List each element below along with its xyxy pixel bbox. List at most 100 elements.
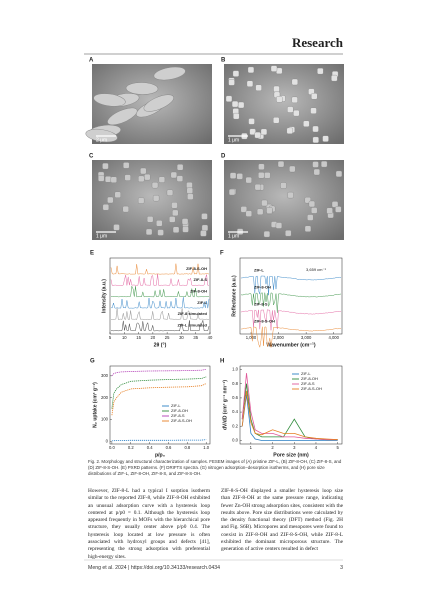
x-tick-label: 0.0 bbox=[109, 445, 115, 450]
y-tick-label: 100 bbox=[101, 417, 109, 422]
particle bbox=[246, 80, 254, 87]
sem-image bbox=[224, 160, 344, 240]
x-tick-label: 25 bbox=[165, 335, 170, 340]
particle bbox=[186, 182, 193, 189]
trace bbox=[110, 320, 210, 332]
particle bbox=[147, 216, 154, 223]
particle bbox=[311, 93, 318, 100]
x-tick-label: 0.4 bbox=[147, 445, 153, 450]
x-tick-label: 0.6 bbox=[166, 445, 172, 450]
trace-label: ZIF-8 simulated bbox=[178, 311, 208, 316]
plot-frame bbox=[109, 365, 211, 445]
particle bbox=[248, 118, 255, 125]
trace bbox=[240, 275, 342, 296]
scale-bar-label: 1 μm bbox=[228, 233, 239, 239]
particle bbox=[331, 74, 338, 82]
x-tick-label: 10 bbox=[122, 335, 127, 340]
x-tick-label: 4 bbox=[315, 445, 318, 450]
particle bbox=[277, 161, 285, 168]
particle bbox=[236, 173, 243, 180]
particle bbox=[125, 82, 159, 95]
panel-letter: D bbox=[221, 154, 226, 160]
x-tick-label: 3,000 bbox=[301, 335, 312, 340]
y-tick-label: 0.6 bbox=[232, 395, 238, 400]
particle bbox=[308, 200, 316, 208]
y-tick-label: 0.8 bbox=[232, 381, 238, 386]
particle bbox=[247, 66, 255, 74]
particle bbox=[266, 207, 273, 214]
particle bbox=[181, 218, 189, 225]
particle bbox=[171, 202, 178, 209]
trace bbox=[241, 326, 342, 349]
particle bbox=[293, 109, 300, 117]
particle bbox=[170, 171, 177, 179]
scale-bar-label: 1 μm bbox=[96, 233, 107, 239]
particle bbox=[232, 70, 240, 77]
x-tick-label: 40 bbox=[208, 335, 213, 340]
particle bbox=[102, 204, 109, 211]
series-line bbox=[111, 368, 207, 377]
particle bbox=[285, 230, 292, 237]
x-tick-label: 35 bbox=[193, 335, 198, 340]
particle bbox=[312, 125, 319, 133]
trace bbox=[240, 292, 342, 313]
particle bbox=[231, 100, 239, 108]
x-axis-label: Wavenumber (cm⁻¹) bbox=[266, 342, 316, 348]
particle bbox=[310, 107, 317, 114]
particle bbox=[280, 182, 287, 189]
trace bbox=[110, 273, 210, 286]
trace-label: ZIF-8-OH bbox=[190, 289, 207, 294]
panel-letter: H bbox=[220, 359, 224, 365]
particle bbox=[152, 195, 160, 202]
particle bbox=[114, 191, 121, 198]
series-line bbox=[111, 383, 207, 416]
particle bbox=[254, 131, 261, 139]
y-axis-label: N₂ uptake (cm³ g⁻¹) bbox=[92, 382, 98, 428]
particle bbox=[145, 228, 153, 236]
particle bbox=[229, 172, 237, 179]
particle bbox=[275, 222, 283, 229]
legend-label: ZIF-8-S-OH bbox=[301, 386, 322, 391]
trace bbox=[240, 309, 342, 331]
y-axis-label: Reflectance (a.u.) bbox=[231, 275, 237, 317]
particle bbox=[228, 188, 236, 196]
footer-citation: Meng et al. 2024 | https://doi.org/10.34… bbox=[88, 565, 220, 571]
particle bbox=[322, 135, 329, 142]
x-tick-label: 20 bbox=[151, 335, 156, 340]
particle bbox=[311, 207, 318, 214]
trace bbox=[110, 297, 210, 309]
particle bbox=[255, 84, 262, 91]
particle bbox=[312, 136, 319, 143]
panel-letter: C bbox=[89, 154, 94, 160]
particle bbox=[124, 174, 131, 181]
particle bbox=[240, 206, 247, 213]
x-tick-label: 1,000 bbox=[246, 335, 257, 340]
trace-label: ZIF-8-S-OH bbox=[254, 318, 275, 323]
series-line bbox=[111, 376, 207, 409]
y-tick-label: 1.0 bbox=[232, 367, 238, 372]
particle bbox=[225, 95, 233, 102]
particle bbox=[307, 214, 314, 221]
particle bbox=[273, 85, 280, 93]
x-tick-label: 15 bbox=[136, 335, 141, 340]
particle bbox=[138, 197, 145, 204]
particle bbox=[264, 172, 271, 179]
particle bbox=[93, 93, 126, 107]
trace bbox=[110, 263, 210, 275]
legend-label: ZIF-L bbox=[171, 403, 181, 408]
x-axis-label: p/p₀ bbox=[155, 452, 166, 458]
particle bbox=[260, 128, 268, 135]
particle bbox=[258, 163, 265, 170]
particle bbox=[110, 176, 117, 183]
trace-label: ZIF-8-S bbox=[193, 277, 207, 282]
particle bbox=[107, 107, 138, 126]
legend-label: ZIF-L bbox=[301, 371, 311, 376]
panel-letter: G bbox=[90, 359, 95, 365]
particle bbox=[313, 168, 320, 176]
particle bbox=[245, 210, 252, 217]
legend-label: ZIF-8-S-OH bbox=[171, 418, 192, 423]
particle bbox=[286, 127, 293, 134]
particle bbox=[303, 120, 310, 127]
particle bbox=[140, 167, 147, 175]
particle bbox=[187, 193, 194, 200]
